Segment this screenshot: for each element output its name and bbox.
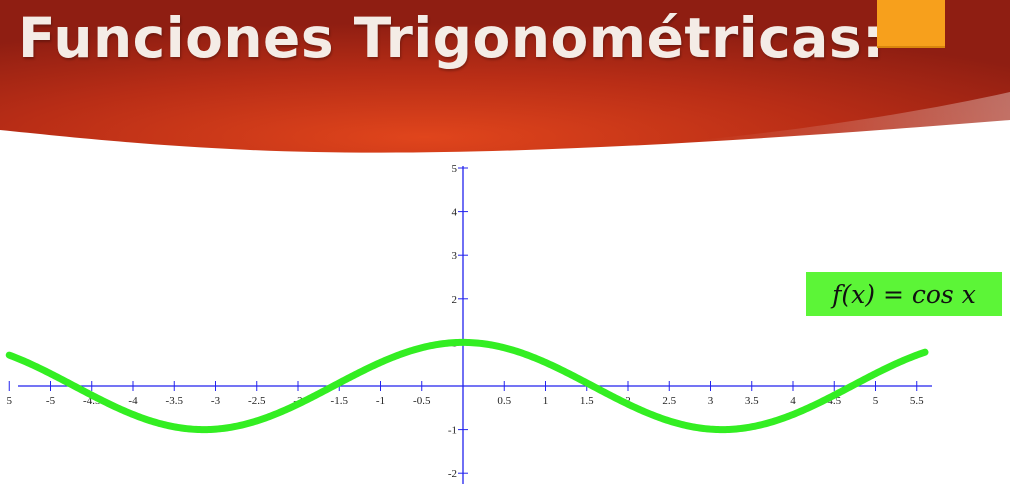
x-tick-label: -1 bbox=[376, 395, 385, 407]
chart-series bbox=[5, 338, 929, 434]
formula-label: f(x) = cos x bbox=[832, 279, 976, 309]
x-tick-label: -4 bbox=[128, 395, 138, 407]
x-tick-label: -1.5 bbox=[331, 395, 349, 407]
x-tick-label: -5 bbox=[46, 395, 56, 407]
x-tick-label: 2.5 bbox=[662, 395, 676, 407]
y-tick-label: -1 bbox=[448, 425, 457, 437]
y-tick-label: 3 bbox=[452, 250, 458, 262]
accent-square bbox=[877, 0, 945, 48]
x-tick-label: 0.5 bbox=[497, 395, 511, 407]
chart-tick-labels: 5 -5 -4.5 -4 -3.5 -3 -2.5 -2 -1.5 -1 -0.5 0.5 1 1.5 2 2… bbox=[7, 163, 925, 480]
x-tick-label: 5 bbox=[7, 395, 13, 407]
cosine-chart: 5 -5 -4.5 -4 -3.5 -3 -2.5 -2 -1.5 -1 -0.5 0.5 1 1.5 2 2… bbox=[5, 163, 932, 484]
x-tick-label: 3 bbox=[708, 395, 714, 407]
x-tick-label: 3.5 bbox=[745, 395, 759, 407]
y-tick-label: 2 bbox=[452, 294, 458, 306]
y-tick-label: -2 bbox=[448, 468, 457, 480]
x-tick-label: 1.5 bbox=[580, 395, 594, 407]
y-tick-label: 5 bbox=[452, 163, 458, 175]
x-tick-label: -2.5 bbox=[248, 395, 266, 407]
formula-box: f(x) = cos x bbox=[806, 272, 1002, 316]
x-tick-label: 4 bbox=[790, 395, 796, 407]
x-tick-label: -0.5 bbox=[413, 395, 431, 407]
title-banner bbox=[0, 0, 1010, 170]
cosine-curve bbox=[5, 338, 929, 434]
x-tick-label: 5 bbox=[873, 395, 879, 407]
x-tick-label: -3 bbox=[211, 395, 221, 407]
y-tick-label: 4 bbox=[452, 207, 458, 219]
banner-shape bbox=[0, 0, 1010, 153]
x-tick-label: 1 bbox=[543, 395, 549, 407]
x-tick-label: -3.5 bbox=[166, 395, 184, 407]
chart-axes bbox=[18, 166, 932, 484]
x-tick-label: 5.5 bbox=[910, 395, 924, 407]
slide-title: Funciones Trigonométricas: bbox=[18, 6, 885, 70]
